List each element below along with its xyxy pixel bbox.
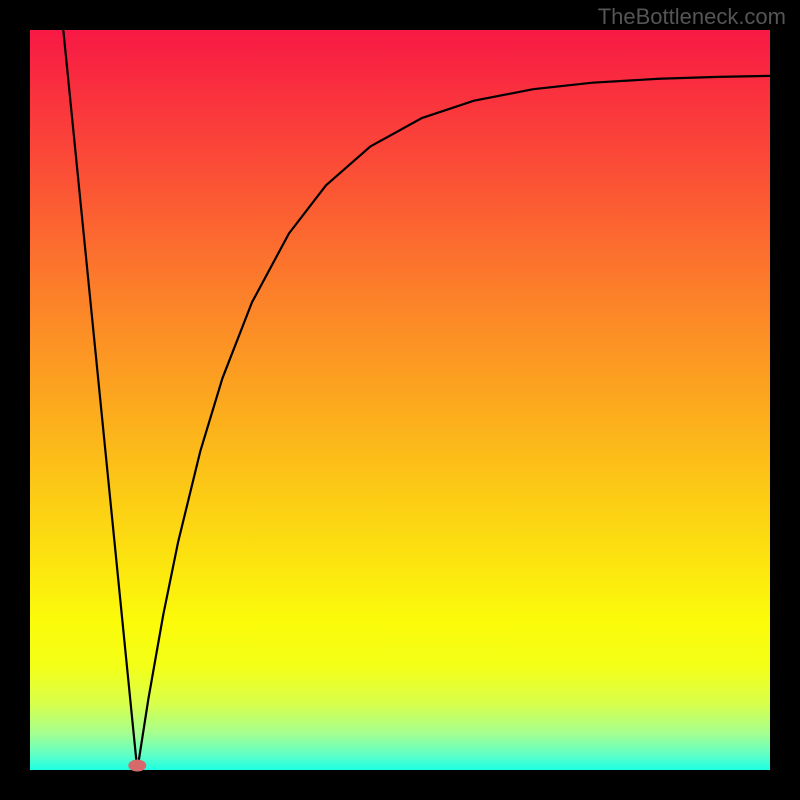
chart-svg	[0, 0, 800, 800]
plot-background	[30, 30, 770, 770]
chart-container	[0, 0, 800, 800]
optimal-point-marker	[128, 760, 146, 772]
watermark-text: TheBottleneck.com	[598, 4, 786, 30]
